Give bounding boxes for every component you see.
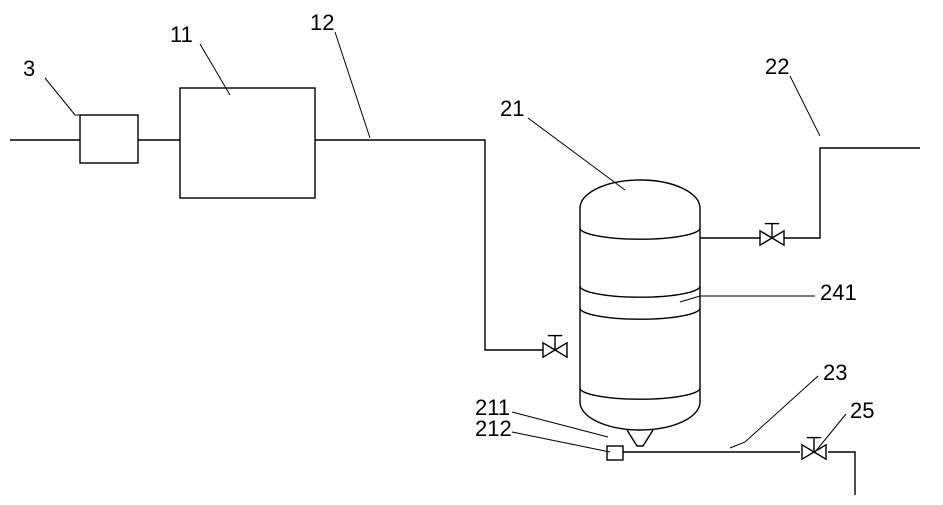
label-3: 3 (23, 56, 35, 81)
label-11: 11 (170, 22, 193, 47)
label-12: 12 (310, 10, 334, 35)
label-21: 21 (500, 96, 524, 121)
label-22: 22 (765, 54, 789, 79)
label-212: 212 (475, 416, 512, 441)
label-241: 241 (820, 280, 857, 305)
label-25: 25 (850, 398, 874, 423)
label-23: 23 (823, 360, 847, 385)
